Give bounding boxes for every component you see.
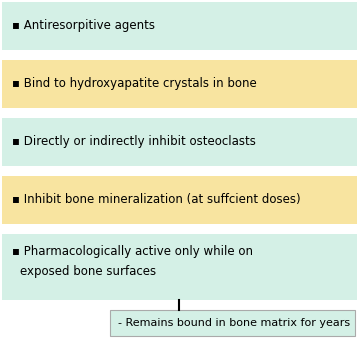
Text: exposed bone surfaces: exposed bone surfaces [20,265,156,279]
Bar [110,310,355,336]
Bar [2,176,357,224]
Text: ▪ Inhibit bone mineralization (at suffcient doses): ▪ Inhibit bone mineralization (at suffci… [12,194,300,206]
Text: ▪ Bind to hydroxyapatite crystals in bone: ▪ Bind to hydroxyapatite crystals in bon… [12,78,257,91]
Text: ▪ Pharmacologically active only while on: ▪ Pharmacologically active only while on [12,245,253,259]
Bar [2,118,357,166]
Text: - Remains bound in bone matrix for years: - Remains bound in bone matrix for years [118,318,350,328]
Bar [2,2,357,50]
Bar [2,60,357,108]
Bar [2,234,357,300]
Text: ▪ Antiresorpitive agents: ▪ Antiresorpitive agents [12,20,155,33]
Text: ▪ Directly or indirectly inhibit osteoclasts: ▪ Directly or indirectly inhibit osteocl… [12,136,256,148]
